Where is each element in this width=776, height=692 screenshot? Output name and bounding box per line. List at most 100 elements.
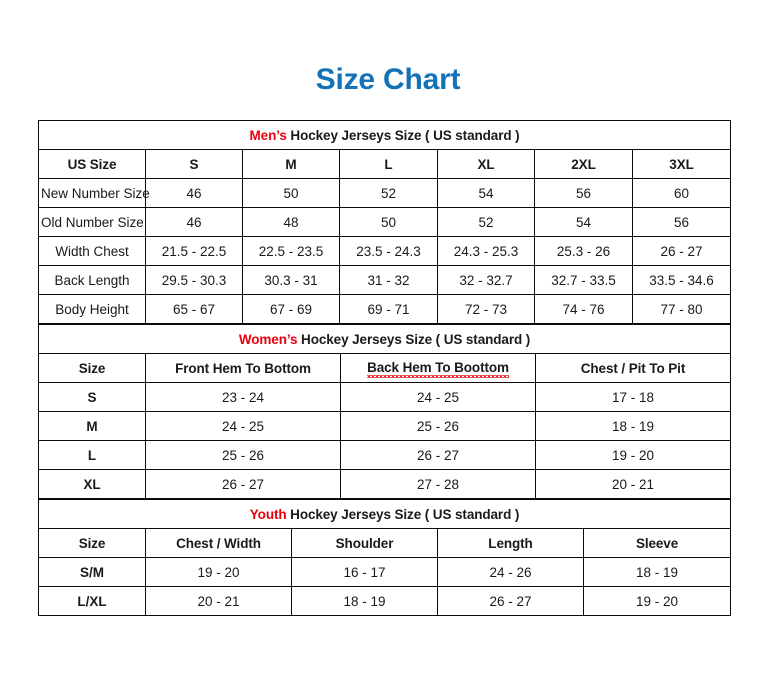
table-row: Back Length 29.5 - 30.3 30.3 - 31 31 - 3… [38,265,732,295]
mens-cell-2-0: 21.5 - 22.5 [145,236,243,266]
womens-cell-1-2: 18 - 19 [534,411,732,441]
mens-cell-4-0: 65 - 67 [145,294,243,324]
womens-cell-1-1: 25 - 26 [340,411,536,441]
mens-col-header-2: M [242,149,340,179]
womens-cell-3-0: 26 - 27 [145,469,341,499]
table-row: S 23 - 24 24 - 25 17 - 18 [38,382,732,412]
youth-section-banner: Youth Hockey Jerseys Size ( US standard … [37,499,732,529]
womens-col-header-2: Back Hem To Boottom [340,353,536,383]
mens-header-row: US Size S M L XL 2XL 3XL [38,149,732,179]
youth-row-label-1: L/XL [38,586,146,616]
mens-cell-2-4: 25.3 - 26 [534,236,633,266]
mens-col-header-3: L [339,149,438,179]
mens-col-header-1: S [145,149,243,179]
mens-cell-1-2: 50 [339,207,438,237]
womens-size-table: Women’s Hockey Jerseys Size ( US standar… [37,324,732,499]
mens-cell-3-0: 29.5 - 30.3 [145,265,243,295]
womens-col-header-1: Front Hem To Bottom [145,353,341,383]
youth-col-header-3: Length [437,528,584,558]
mens-col-header-5: 2XL [534,149,633,179]
mens-cell-0-1: 50 [242,178,340,208]
mens-row-label-3: Back Length [38,265,146,295]
womens-cell-3-2: 20 - 21 [534,469,732,499]
mens-cell-3-3: 32 - 32.7 [437,265,535,295]
mens-banner-rest: Hockey Jerseys Size ( US standard ) [286,127,520,143]
mens-cell-0-2: 52 [339,178,438,208]
mens-cell-4-3: 72 - 73 [437,294,535,324]
mens-cell-4-5: 77 - 80 [631,294,732,324]
womens-cell-2-1: 26 - 27 [340,440,536,470]
womens-banner-highlight: Women’s [238,331,298,347]
mens-cell-4-1: 67 - 69 [242,294,340,324]
youth-cell-0-1: 16 - 17 [291,557,438,587]
mens-row-label-0: New Number Size [38,178,150,208]
youth-banner-highlight: Youth [249,506,287,522]
table-row: S/M 19 - 20 16 - 17 24 - 26 18 - 19 [38,557,732,587]
womens-banner-row: Women’s Hockey Jerseys Size ( US standar… [37,324,732,354]
youth-col-header-2: Shoulder [291,528,438,558]
womens-cell-1-0: 24 - 25 [145,411,341,441]
youth-header-row: Size Chest / Width Shoulder Length Sleev… [38,528,732,558]
mens-col-header-0: US Size [38,149,146,179]
mens-cell-1-1: 48 [242,207,340,237]
mens-cell-1-4: 54 [534,207,633,237]
mens-cell-2-1: 22.5 - 23.5 [242,236,340,266]
page-title: Size Chart [315,63,461,96]
table-row: Width Chest 21.5 - 22.5 22.5 - 23.5 23.5… [38,236,732,266]
table-row: Body Height 65 - 67 67 - 69 69 - 71 72 -… [38,294,732,324]
mens-cell-3-4: 32.7 - 33.5 [534,265,633,295]
womens-cell-3-1: 27 - 28 [340,469,536,499]
size-chart-tables: Men’s Hockey Jerseys Size ( US standard … [37,120,732,616]
mens-cell-2-2: 23.5 - 24.3 [339,236,438,266]
youth-banner-rest: Hockey Jerseys Size ( US standard ) [286,506,520,522]
table-row: New Number Size 46 50 52 54 56 60 [38,178,732,208]
mens-cell-2-3: 24.3 - 25.3 [437,236,535,266]
youth-cell-1-1: 18 - 19 [291,586,438,616]
youth-cell-0-3: 18 - 19 [582,557,732,587]
womens-row-label-1: M [38,411,146,441]
womens-col-header-3: Chest / Pit To Pit [534,353,732,383]
mens-col-header-4: XL [437,149,535,179]
mens-cell-1-5: 56 [631,207,732,237]
womens-cell-2-2: 19 - 20 [534,440,732,470]
mens-banner-row: Men’s Hockey Jerseys Size ( US standard … [37,120,732,150]
womens-col-header-0: Size [38,353,146,383]
mens-section-banner: Men’s Hockey Jerseys Size ( US standard … [37,120,732,150]
youth-cell-0-2: 24 - 26 [437,557,584,587]
mens-row-label-2: Width Chest [38,236,146,266]
youth-row-label-0: S/M [38,557,146,587]
womens-row-label-0: S [38,382,146,412]
womens-col-header-2-text: Back Hem To Boottom [367,360,509,378]
mens-cell-3-1: 30.3 - 31 [242,265,340,295]
mens-cell-2-5: 26 - 27 [631,236,732,266]
table-row: Old Number Size 46 48 50 52 54 56 [38,207,732,237]
mens-size-table: Men’s Hockey Jerseys Size ( US standard … [37,120,732,324]
table-row: L 25 - 26 26 - 27 19 - 20 [38,440,732,470]
mens-cell-3-2: 31 - 32 [339,265,438,295]
mens-col-header-6: 3XL [631,149,732,179]
table-row: L/XL 20 - 21 18 - 19 26 - 27 19 - 20 [38,586,732,616]
womens-row-label-2: L [38,440,146,470]
mens-cell-1-0: 46 [145,207,243,237]
mens-cell-4-2: 69 - 71 [339,294,438,324]
youth-cell-1-0: 20 - 21 [145,586,292,616]
mens-cell-0-3: 54 [437,178,535,208]
womens-row-label-3: XL [38,469,146,499]
womens-cell-2-0: 25 - 26 [145,440,341,470]
mens-cell-0-4: 56 [534,178,633,208]
mens-cell-0-0: 46 [145,178,243,208]
youth-cell-1-2: 26 - 27 [437,586,584,616]
womens-banner-rest: Hockey Jerseys Size ( US standard ) [297,331,531,347]
table-row: XL 26 - 27 27 - 28 20 - 21 [38,469,732,499]
table-row: M 24 - 25 25 - 26 18 - 19 [38,411,732,441]
womens-cell-0-1: 24 - 25 [340,382,536,412]
mens-cell-0-5: 60 [631,178,732,208]
youth-col-header-1: Chest / Width [145,528,292,558]
youth-col-header-4: Sleeve [582,528,732,558]
mens-row-label-1: Old Number Size [38,207,146,237]
youth-cell-1-3: 19 - 20 [582,586,732,616]
youth-size-table: Youth Hockey Jerseys Size ( US standard … [37,499,732,616]
womens-section-banner: Women’s Hockey Jerseys Size ( US standar… [37,324,732,354]
womens-header-row: Size Front Hem To Bottom Back Hem To Boo… [38,353,732,383]
